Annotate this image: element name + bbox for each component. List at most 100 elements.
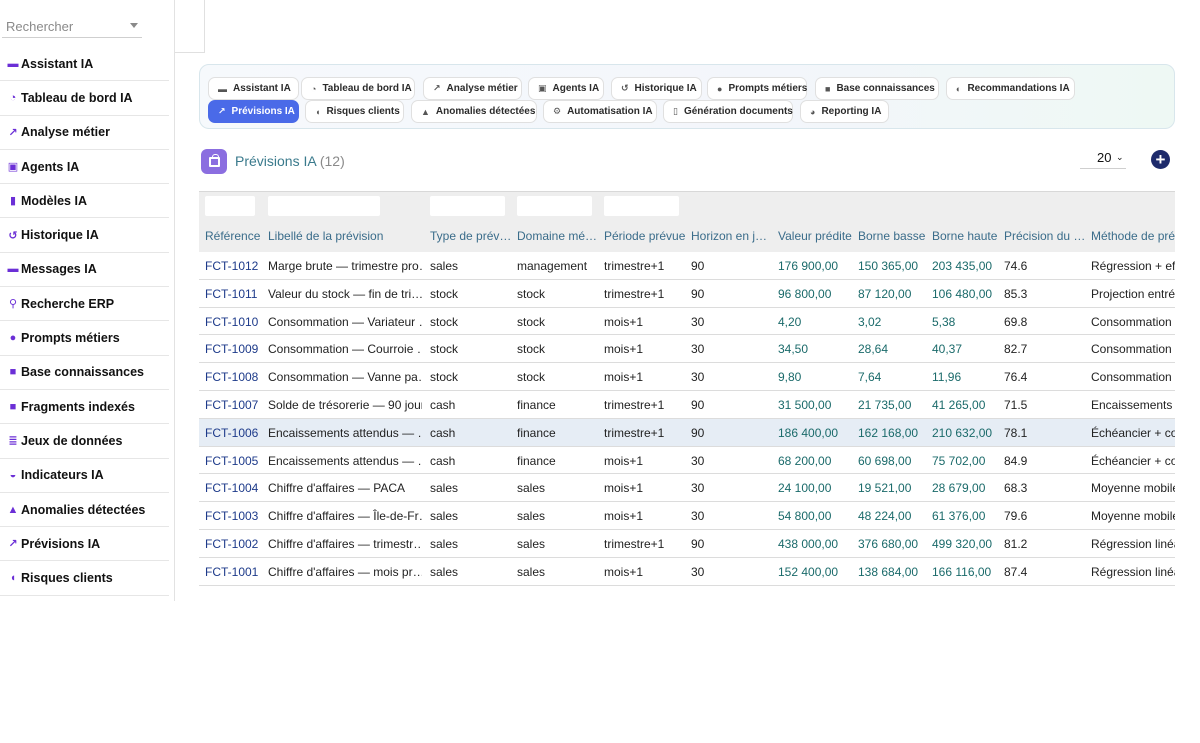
table-cell: mois+1 <box>604 509 644 524</box>
reference-link[interactable]: FCT-1009 <box>205 342 259 357</box>
tab-prompts-metiers[interactable]: ● Prompts métiers <box>707 77 807 100</box>
column-filter-input[interactable] <box>430 196 505 216</box>
column-header[interactable]: Libellé de la prévision <box>268 229 384 243</box>
table-row[interactable]: FCT-1004 Chiffre d'affaires — PACA sales sa… <box>199 474 1175 503</box>
page-size-value: 20 <box>1097 150 1112 165</box>
sidebar-item-indicateurs-ia[interactable]: ◒ Indicateurs IA <box>0 459 169 493</box>
reference-link[interactable]: FCT-1002 <box>205 537 259 551</box>
tab-generation-documents[interactable]: ▯ Génération documents <box>663 100 793 123</box>
column-header[interactable]: Horizon en j… <box>691 229 768 243</box>
sidebar-item-recherche-erp[interactable]: ⚲ Recherche ERP <box>0 287 169 322</box>
table-row[interactable]: FCT-1008 Consommation — Vanne pa… stock sto… <box>199 363 1175 391</box>
tab-historique-ia[interactable]: ↺ Historique IA <box>611 77 702 100</box>
chevron-down-icon: ⌄ <box>1116 152 1124 162</box>
sidebar-item-tableau-de-bord-ia[interactable]: ◔ Tableau de bord IA <box>0 81 169 116</box>
tab-analyse-metier[interactable]: ↗ Analyse métier <box>423 77 522 100</box>
sidebar-item-jeux-de-donnees[interactable]: ≣ Jeux de données <box>0 424 169 459</box>
table-row[interactable]: FCT-1012 Marge brute — trimestre pro… sale… <box>199 252 1175 280</box>
history-icon: ↺ <box>621 83 629 93</box>
column-header[interactable]: Période prévue <box>604 229 686 243</box>
reference-link[interactable]: FCT-1008 <box>205 370 259 385</box>
column-header[interactable]: Borne basse <box>858 229 926 243</box>
table-row[interactable]: FCT-1010 Consommation — Variateur … stock s… <box>199 308 1175 336</box>
reference-link[interactable]: FCT-1006 <box>205 425 259 440</box>
tab-label: Historique IA <box>634 83 697 94</box>
table-cell: 7,64 <box>858 370 882 385</box>
tab-label: Génération documents <box>683 106 793 117</box>
sidebar-item-risques-clients[interactable]: ◖ Risques clients <box>0 561 169 596</box>
sidebar-item-analyse-metier[interactable]: ↗ Analyse métier <box>0 116 169 150</box>
table-cell: 90 <box>691 286 705 301</box>
reference-link[interactable]: FCT-1004 <box>205 481 259 496</box>
column-header[interactable]: Borne haute <box>932 229 998 243</box>
column-header[interactable]: Valeur prédite <box>778 229 852 243</box>
table-cell: finance <box>517 425 556 440</box>
reference-link[interactable]: FCT-1005 <box>205 453 259 468</box>
sidebar-item-assistant-ia[interactable]: ▬ Assistant IA <box>0 47 169 82</box>
reference-link[interactable]: FCT-1011 <box>205 286 258 301</box>
column-header[interactable]: Précision du … <box>1004 229 1084 243</box>
tabs-panel: ▬ Assistant IA ◔ Tableau de bord IA ↗ Analyse… <box>199 64 1175 129</box>
caret-down-icon[interactable] <box>130 23 138 28</box>
tab-previsions-ia[interactable]: ↗ Prévisions IA <box>208 100 299 123</box>
sidebar-item-modeles-ia[interactable]: ▮ Modèles IA <box>0 184 169 219</box>
table-cell: 96 800,00 <box>778 286 832 301</box>
table-row[interactable]: FCT-1011 Valeur du stock — fin de tri… sto… <box>199 280 1175 308</box>
tab-reporting-ia[interactable]: ◕ Reporting IA <box>800 100 889 123</box>
table-row[interactable]: FCT-1001 Chiffre d'affaires — mois pr… sal… <box>199 558 1175 586</box>
table-cell: Encaissements attendus — … <box>268 453 422 468</box>
table-cell: finance <box>517 398 556 412</box>
sidebar-item-historique-ia[interactable]: ↺ Historique IA <box>0 218 169 253</box>
tab-automatisation-ia[interactable]: ⚙ Automatisation IA <box>543 100 657 123</box>
table-row[interactable]: FCT-1006 Encaissements attendus — … cash fi… <box>199 418 1175 447</box>
column-header[interactable]: Type de prév… <box>430 229 512 243</box>
table-cell: 90 <box>691 425 705 440</box>
sidebar-item-anomalies-detectees[interactable]: ▲ Anomalies détectées <box>0 493 169 528</box>
reference-link[interactable]: FCT-1012 <box>205 259 259 273</box>
column-header[interactable]: Référence <box>205 229 261 243</box>
table-cell: 61 376,00 <box>932 509 986 524</box>
sidebar-item-label: Fragments indexés <box>21 399 135 414</box>
tab-tableau-de-bord-ia[interactable]: ◔ Tableau de bord IA <box>301 77 415 100</box>
reference-link[interactable]: FCT-1007 <box>205 398 259 412</box>
table-row[interactable]: FCT-1003 Chiffre d'affaires — Île-de-Fr… s… <box>199 502 1175 530</box>
sidebar-item-previsions-ia[interactable]: ↗ Prévisions IA <box>0 527 169 562</box>
reference-link[interactable]: FCT-1001 <box>205 564 259 579</box>
table-cell: 176 900,00 <box>778 259 839 273</box>
column-filter-input[interactable] <box>517 196 592 216</box>
sidebar-item-fragments-indexes[interactable]: ■ Fragments indexés <box>0 390 169 425</box>
column-filter-input[interactable] <box>604 196 679 216</box>
column-header[interactable]: Domaine mé… <box>517 229 598 243</box>
column-filter-input[interactable] <box>268 196 380 216</box>
tab-recommandations-ia[interactable]: ◐ Recommandations IA <box>946 77 1075 100</box>
table-row[interactable]: FCT-1007 Solde de trésorerie — 90 jours ca… <box>199 391 1175 419</box>
sidebar-item-label: Assistant IA <box>21 56 94 71</box>
table-cell: Consommation m <box>1091 370 1175 385</box>
search-select[interactable]: Rechercher <box>0 0 175 47</box>
tab-base-connaissances[interactable]: ■ Base connaissances <box>815 77 939 100</box>
table-cell: trimestre+1 <box>604 425 665 440</box>
table-row[interactable]: FCT-1005 Encaissements attendus — … cash fi… <box>199 447 1175 475</box>
sidebar-item-agents-ia[interactable]: ▣ Agents IA <box>0 150 169 185</box>
book-open-icon: ■ <box>825 83 831 94</box>
table-row[interactable]: FCT-1009 Consommation — Courroie … stock st… <box>199 335 1175 364</box>
table-cell: stock <box>430 370 459 385</box>
reference-link[interactable]: FCT-1003 <box>205 509 259 524</box>
table-cell: Consommation m <box>1091 314 1175 329</box>
chart-line-icon: ↗ <box>433 83 441 93</box>
table-cell: mois+1 <box>604 342 644 357</box>
tab-assistant-ia[interactable]: ▬ Assistant IA <box>208 77 299 100</box>
sidebar-item-base-connaissances[interactable]: ■ Base connaissances <box>0 356 169 390</box>
tab-risques-clients[interactable]: ◖ Risques clients <box>305 100 404 123</box>
table-row[interactable]: FCT-1002 Chiffre d'affaires — trimestr… sa… <box>199 530 1175 558</box>
add-button[interactable]: + <box>1151 150 1170 169</box>
reference-link[interactable]: FCT-1010 <box>205 314 259 329</box>
sidebar-item-prompts-metiers[interactable]: ● Prompts métiers <box>0 321 169 356</box>
page-size-select[interactable]: 20 ⌄ <box>1080 150 1126 169</box>
column-header[interactable]: Méthode de prévis <box>1091 229 1175 243</box>
search-input[interactable]: Rechercher <box>6 19 74 34</box>
tab-agents-ia[interactable]: ▣ Agents IA <box>528 77 604 100</box>
column-filter-input[interactable] <box>205 196 255 216</box>
tab-anomalies-detectees[interactable]: ▲ Anomalies détectées <box>411 100 537 123</box>
sidebar-item-messages-ia[interactable]: ▬ Messages IA <box>0 253 169 288</box>
